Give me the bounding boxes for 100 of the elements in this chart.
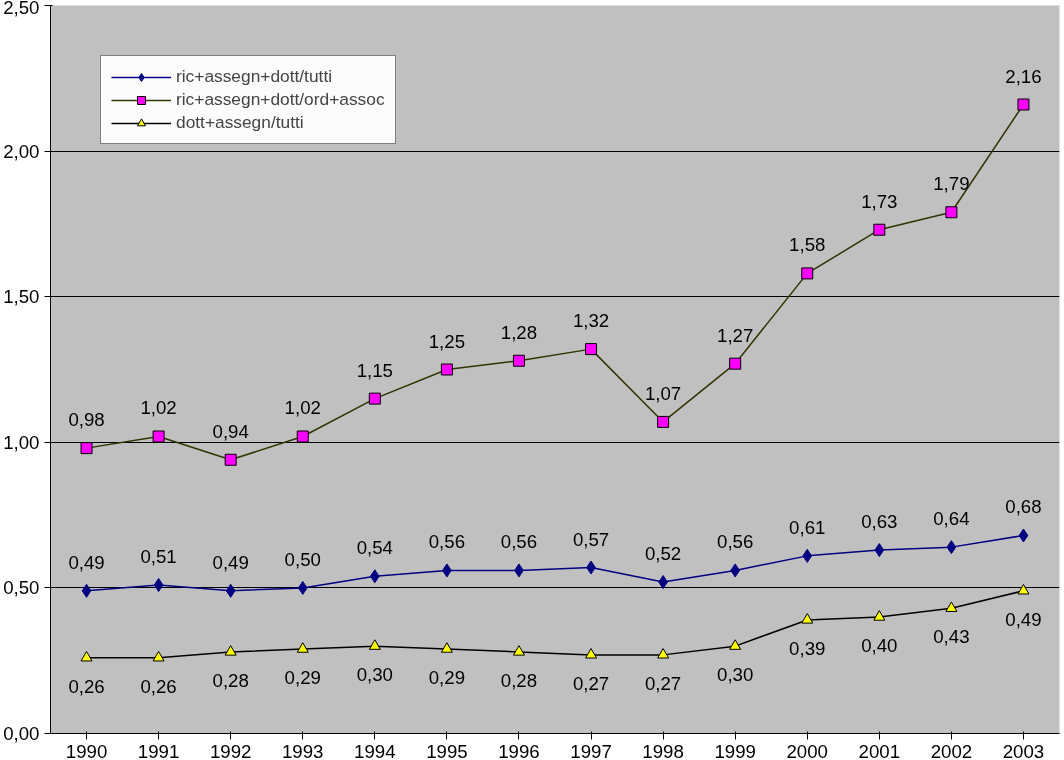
point xyxy=(152,430,165,443)
point xyxy=(296,642,309,653)
data-label: 0,49 xyxy=(1005,608,1042,630)
point xyxy=(1017,583,1030,595)
point xyxy=(80,442,93,455)
data-label: 0,40 xyxy=(861,635,898,657)
point xyxy=(585,648,598,659)
data-label: 0,63 xyxy=(861,511,898,533)
data-label: 0,98 xyxy=(68,409,105,431)
x-tick-label: 1992 xyxy=(209,740,252,760)
legend-label: dott+assegn/tutti xyxy=(176,112,304,133)
data-label: 0,57 xyxy=(572,528,610,550)
point xyxy=(297,580,308,595)
data-label: 0,28 xyxy=(500,669,538,691)
point xyxy=(152,650,165,662)
point xyxy=(946,540,957,555)
point xyxy=(153,577,164,592)
data-label: 0,94 xyxy=(212,420,249,442)
y-tick-label: 0,00 xyxy=(3,723,40,744)
point xyxy=(801,267,814,280)
data-label: 0,61 xyxy=(789,516,826,538)
y-tick-label: 2,50 xyxy=(3,0,40,18)
point xyxy=(801,613,814,624)
point xyxy=(440,642,453,653)
data-label: 0,29 xyxy=(428,667,466,689)
y-tick-label: 1,00 xyxy=(3,431,40,453)
point xyxy=(224,645,237,656)
data-label: 0,52 xyxy=(644,543,682,565)
data-label: 0,27 xyxy=(572,672,610,694)
data-label: 0,39 xyxy=(789,637,826,659)
data-label: 0,49 xyxy=(212,551,249,573)
data-label: 0,54 xyxy=(356,537,393,559)
data-label: 1,79 xyxy=(933,173,970,195)
x-tick-label: 1994 xyxy=(354,740,396,760)
legend-label: ric+assegn+dott/tutti xyxy=(176,66,333,87)
data-label: 1,07 xyxy=(644,382,682,404)
data-label: 1,02 xyxy=(284,397,321,419)
data-label: 1,25 xyxy=(428,330,466,352)
data-label: 0,27 xyxy=(644,672,682,694)
x-tick-label: 2002 xyxy=(930,740,973,760)
data-label: 1,02 xyxy=(140,397,177,419)
data-label: 0,49 xyxy=(68,551,105,573)
point xyxy=(224,453,237,466)
y-tick-label: 2,00 xyxy=(3,140,40,162)
x-tick-label: 1993 xyxy=(282,740,324,760)
point xyxy=(730,563,741,578)
point xyxy=(873,223,886,236)
data-label: 1,32 xyxy=(572,310,610,332)
y-tick-label: 0,50 xyxy=(3,577,40,599)
x-tick-label: 1996 xyxy=(498,740,540,760)
data-label: 0,56 xyxy=(428,531,466,553)
data-label: 0,68 xyxy=(1005,496,1042,518)
point xyxy=(729,639,742,650)
data-label: 0,26 xyxy=(140,675,177,697)
x-tick-label: 1999 xyxy=(714,740,756,760)
point xyxy=(369,569,380,584)
x-tick-label: 2000 xyxy=(786,740,829,760)
y-tick-label: 1,50 xyxy=(3,286,40,308)
x-tick-label: 1997 xyxy=(570,740,612,760)
point xyxy=(81,583,92,598)
data-label: 0,56 xyxy=(717,531,754,553)
data-label: 0,50 xyxy=(284,548,321,570)
point xyxy=(1018,528,1029,543)
data-label: 0,30 xyxy=(356,664,393,686)
data-label: 1,28 xyxy=(500,321,538,343)
data-label: 0,56 xyxy=(500,531,538,553)
data-label: 0,29 xyxy=(284,667,321,689)
point xyxy=(945,206,958,219)
point xyxy=(729,357,742,370)
data-label: 0,30 xyxy=(717,664,754,686)
data-label: 0,64 xyxy=(933,508,970,530)
point xyxy=(585,343,598,356)
data-label: 0,43 xyxy=(933,626,970,648)
point xyxy=(657,648,670,659)
data-label: 0,28 xyxy=(212,669,249,691)
data-label: 0,26 xyxy=(68,675,105,697)
point xyxy=(368,392,381,405)
point xyxy=(440,363,453,376)
x-tick-label: 2003 xyxy=(1002,740,1045,760)
data-label: 1,27 xyxy=(717,324,754,346)
data-label: 1,73 xyxy=(861,190,898,212)
point xyxy=(945,601,958,612)
point xyxy=(874,543,885,558)
point xyxy=(368,639,381,650)
x-tick-label: 2001 xyxy=(858,740,901,760)
point xyxy=(296,430,309,443)
data-label: 1,58 xyxy=(789,234,826,256)
point xyxy=(1017,98,1030,111)
x-tick-label: 1998 xyxy=(642,740,684,760)
point xyxy=(512,645,525,656)
point xyxy=(873,610,886,621)
point xyxy=(512,354,525,367)
x-tick-label: 1991 xyxy=(137,740,180,760)
data-label: 2,16 xyxy=(1005,65,1042,87)
point xyxy=(657,415,670,428)
data-label: 1,15 xyxy=(356,359,393,381)
x-tick-label: 1995 xyxy=(426,740,468,760)
data-label: 0,51 xyxy=(140,545,177,567)
point xyxy=(80,650,93,662)
x-tick-label: 1990 xyxy=(65,740,108,760)
